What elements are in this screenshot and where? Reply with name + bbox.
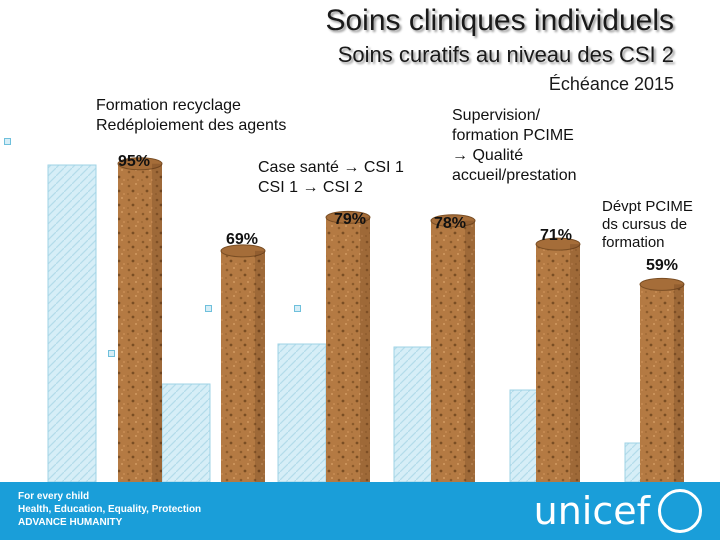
annotation-devpt: Dévpt PCIME ds cursus de formation <box>602 198 693 251</box>
bar-top <box>220 244 266 258</box>
background-bar <box>161 383 211 483</box>
bar-shade <box>674 284 684 482</box>
bullet-marker <box>294 305 301 312</box>
bar-top <box>117 157 163 171</box>
bar-body <box>221 250 265 482</box>
bullet-marker <box>4 138 11 145</box>
page-title: Soins cliniques individuels <box>325 4 674 37</box>
bar <box>639 277 685 482</box>
bar-value-label: 78% <box>434 215 466 232</box>
footer-band: For every child Health, Education, Equal… <box>0 482 720 540</box>
deadline-label: Échéance 2015 <box>548 74 674 94</box>
bar-body <box>118 163 162 482</box>
unicef-emblem-icon <box>658 489 702 533</box>
bar-value-label: 79% <box>334 211 366 228</box>
bar-body <box>640 284 684 482</box>
bar <box>430 214 476 482</box>
bullet-marker <box>108 350 115 357</box>
bar-value-label: 71% <box>540 227 572 244</box>
bar-series <box>117 157 685 482</box>
bar-top <box>535 237 581 251</box>
bar <box>325 210 371 482</box>
annotation-supervision: Supervision/ formation PCIME → Qualité a… <box>452 107 577 184</box>
bar-top <box>430 214 476 228</box>
bar-shade <box>465 220 475 482</box>
bar-body <box>326 217 370 482</box>
value-labels: 95% 69% 79% 78% 71% 59% <box>118 153 678 274</box>
logo-text: unicef <box>533 489 650 533</box>
bar-top <box>325 210 371 224</box>
background-bar <box>47 164 97 483</box>
bar-shade <box>255 250 265 482</box>
unicef-logo: unicef <box>534 486 702 536</box>
annotation-case-sante: Case santé → CSI 1 CSI 1 → CSI 2 <box>258 159 404 196</box>
bar-value-label: 95% <box>118 153 150 170</box>
page-subtitle: Soins curatifs au niveau des CSI 2 <box>337 42 674 67</box>
bar-value-label: 59% <box>646 257 678 274</box>
bar <box>535 237 581 482</box>
background-bar <box>277 343 327 483</box>
bar-top <box>639 277 685 291</box>
footer-tagline: For every child Health, Education, Equal… <box>18 491 202 528</box>
bar-body <box>536 244 580 482</box>
bar <box>220 244 266 482</box>
bar-shade <box>152 163 162 482</box>
bar-body <box>431 220 475 482</box>
bar-shade <box>360 217 370 482</box>
bullet-marker <box>205 305 212 312</box>
bar-shade <box>570 244 580 482</box>
annotation-formation: Formation recyclage Redéploiement des ag… <box>96 97 287 134</box>
bar <box>117 157 163 482</box>
bar-value-label: 69% <box>226 231 258 248</box>
